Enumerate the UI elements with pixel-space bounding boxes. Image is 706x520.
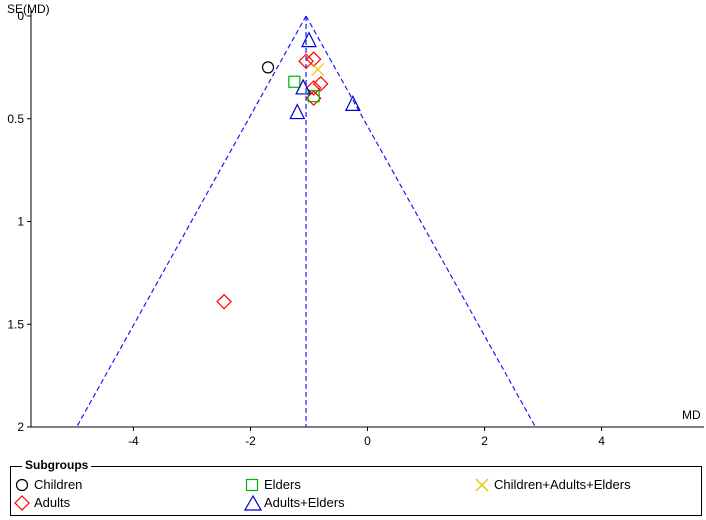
legend-label-children: Children xyxy=(34,477,83,492)
triangle-marker xyxy=(344,95,361,111)
circle-marker-icon xyxy=(15,478,29,492)
square-marker xyxy=(288,75,301,88)
square-marker xyxy=(307,90,320,103)
diamond-marker-icon xyxy=(14,495,30,511)
diamond-marker xyxy=(298,53,314,70)
square-marker-icon xyxy=(245,478,259,492)
plot-axes: SE(MD) MD xyxy=(7,2,704,428)
diamond-marker xyxy=(305,51,322,68)
data-markers xyxy=(216,31,361,310)
x-marker-icon xyxy=(475,478,489,492)
x-tick-label: 4 xyxy=(598,434,605,448)
y-tick-label: 0.5 xyxy=(7,112,24,126)
diamond-marker xyxy=(305,80,322,96)
x-tick-label: -2 xyxy=(245,434,256,448)
x-tick-label: 0 xyxy=(364,434,371,448)
legend-title: Subgroups xyxy=(22,458,92,472)
legend-label-adults-elders: Adults+Elders xyxy=(264,495,345,510)
diamond-marker xyxy=(216,293,232,310)
y-tick-label: 2 xyxy=(17,420,24,434)
funnel-lines xyxy=(76,15,536,428)
x-tick-label: 2 xyxy=(481,434,488,448)
triangle-marker xyxy=(295,78,312,95)
diamond-marker xyxy=(305,90,322,107)
legend-label-adults: Adults xyxy=(34,495,71,510)
triangle-marker-icon xyxy=(244,495,262,511)
circle-marker xyxy=(261,61,275,74)
x-marker-stroke-b xyxy=(311,63,325,76)
y-tick-label: 0 xyxy=(17,9,24,23)
axis-ticks: 0 0.5 1 1.5 2 -4 -2 0 2 4 xyxy=(7,9,605,448)
diamond-marker xyxy=(312,75,329,92)
y-tick-label: 1 xyxy=(17,215,24,229)
legend-label-elders: Elders xyxy=(264,477,301,492)
triangle-marker xyxy=(289,103,306,120)
x-axis-title: MD xyxy=(682,408,701,422)
triangle-marker xyxy=(301,31,317,48)
legend-box xyxy=(10,466,702,516)
y-axis-title: SE(MD) xyxy=(7,2,50,16)
y-tick-label: 1.5 xyxy=(7,317,24,331)
funnel-right-line xyxy=(305,15,536,428)
funnel-left-line xyxy=(76,15,307,428)
legend-label-children-adults-elders: Children+Adults+Elders xyxy=(494,477,631,492)
x-tick-label: -4 xyxy=(128,434,139,448)
